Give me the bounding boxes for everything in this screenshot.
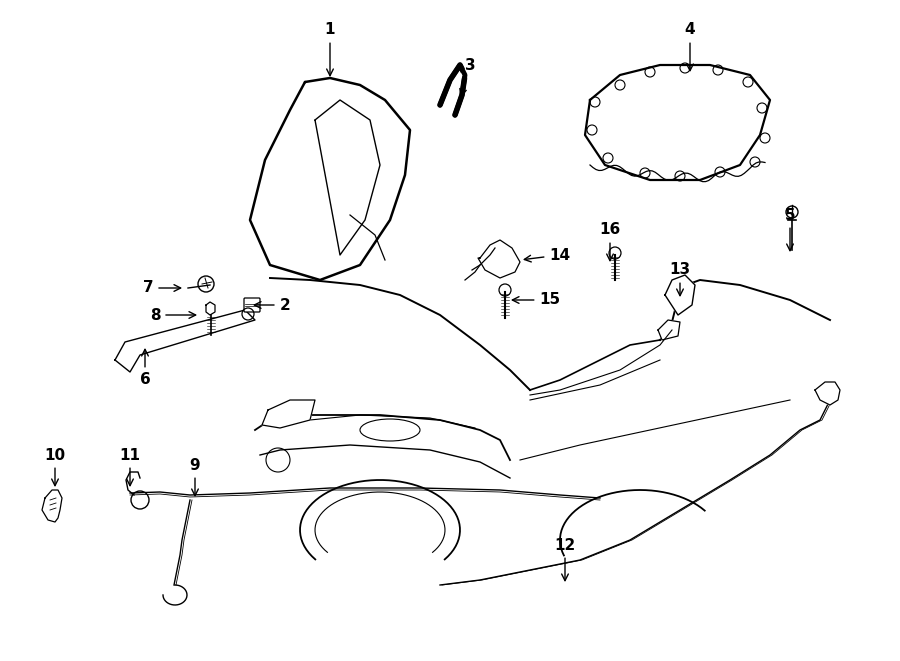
Text: 11: 11 <box>120 447 140 486</box>
Text: 12: 12 <box>554 537 576 580</box>
Text: 5: 5 <box>785 208 796 251</box>
Polygon shape <box>658 320 680 340</box>
Text: 4: 4 <box>685 22 696 71</box>
Polygon shape <box>42 490 62 522</box>
Text: 3: 3 <box>460 58 475 96</box>
Polygon shape <box>115 310 255 372</box>
Text: 6: 6 <box>140 349 150 387</box>
Text: 15: 15 <box>512 293 561 307</box>
Polygon shape <box>206 302 215 315</box>
Polygon shape <box>815 382 840 405</box>
Text: 2: 2 <box>255 297 291 313</box>
Polygon shape <box>585 65 770 180</box>
Text: 14: 14 <box>525 247 571 262</box>
Text: 1: 1 <box>325 22 335 75</box>
Polygon shape <box>665 275 695 315</box>
Text: 9: 9 <box>190 457 201 496</box>
FancyBboxPatch shape <box>244 298 260 312</box>
Text: 7: 7 <box>143 280 181 295</box>
Text: 10: 10 <box>44 447 66 486</box>
Text: 13: 13 <box>670 262 690 295</box>
Text: 16: 16 <box>599 223 621 260</box>
Polygon shape <box>262 400 315 428</box>
Polygon shape <box>478 240 520 278</box>
Text: 8: 8 <box>149 307 195 323</box>
